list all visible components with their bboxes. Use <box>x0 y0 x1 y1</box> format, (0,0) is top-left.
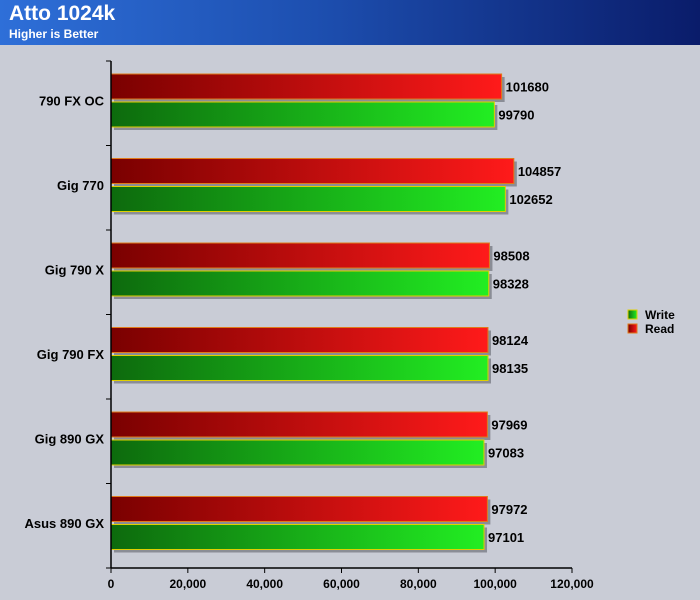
bar-write <box>110 355 489 381</box>
bar-read <box>110 242 490 269</box>
bar-read <box>110 411 488 438</box>
value-label-read: 98508 <box>493 249 529 264</box>
value-label-read: 97969 <box>491 418 527 433</box>
value-label-read: 104857 <box>518 164 561 179</box>
value-label-write: 102652 <box>509 192 552 207</box>
bar-read <box>110 496 488 522</box>
chart-header: Atto 1024k Higher is Better <box>0 0 700 45</box>
bar-write <box>110 524 485 550</box>
category-label: 790 FX OC <box>39 94 105 109</box>
x-tick-label: 100,000 <box>473 577 517 591</box>
x-tick-label: 80,000 <box>400 577 437 591</box>
value-label-read: 101680 <box>506 80 549 95</box>
legend-label-write: Write <box>645 308 675 322</box>
value-label-write: 98328 <box>493 277 529 292</box>
x-tick-label: 20,000 <box>169 577 206 591</box>
bar-write <box>110 186 506 212</box>
value-label-write: 97101 <box>488 530 524 545</box>
legend-swatch-write <box>627 309 638 320</box>
legend-label-read: Read <box>645 322 674 336</box>
category-label: Gig 890 GX <box>35 432 105 447</box>
bar-write <box>110 270 490 297</box>
chart-title: Atto 1024k <box>9 2 116 25</box>
bar-read <box>110 158 515 184</box>
x-tick-label: 0 <box>108 577 115 591</box>
legend-swatch-read <box>627 323 638 334</box>
bar-write <box>110 439 485 466</box>
x-tick-label: 60,000 <box>323 577 360 591</box>
category-label: Asus 890 GX <box>25 516 105 531</box>
category-label: Gig 790 FX <box>37 347 105 362</box>
bar-read <box>110 327 489 353</box>
category-label: Gig 790 X <box>45 263 105 278</box>
category-label: Gig 770 <box>57 178 104 193</box>
value-label-write: 99790 <box>498 108 534 123</box>
value-label-read: 98124 <box>492 333 529 348</box>
value-label-read: 97972 <box>491 502 527 517</box>
bar-write <box>110 101 495 128</box>
x-tick-label: 120,000 <box>550 577 594 591</box>
value-label-write: 97083 <box>488 446 524 461</box>
chart-subtitle: Higher is Better <box>9 27 99 41</box>
value-label-write: 98135 <box>492 361 528 376</box>
bar-read <box>110 73 503 100</box>
x-tick-label: 40,000 <box>246 577 283 591</box>
